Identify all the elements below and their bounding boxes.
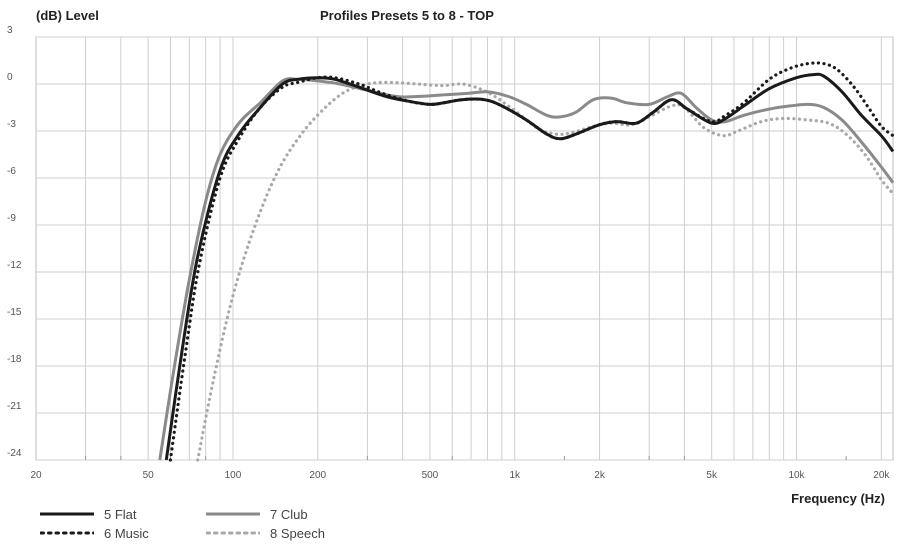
- series-line-5-flat: [164, 72, 895, 461]
- x-tick-label: 500: [422, 470, 439, 481]
- legend-swatch-dotted-black: [40, 531, 94, 535]
- y-tick-label: 0: [7, 72, 13, 83]
- legend: 5 Flat 6 Music 7 Club 8 Speech: [40, 505, 360, 545]
- y-tick-label: -24: [7, 448, 22, 459]
- x-tick-label: 2k: [594, 470, 606, 481]
- legend-item-7-club: 7 Club: [206, 505, 308, 523]
- legend-label: 6 Music: [104, 525, 149, 541]
- legend-item-6-music: 6 Music: [40, 524, 149, 542]
- x-tick-label: 20: [30, 470, 42, 481]
- y-tick-label: 3: [7, 25, 13, 36]
- tick-labels: 3 0 -3 -6 -9 -12 -15 -18 -21 -24 20 50 100 200 500 1k 2k…: [7, 25, 890, 481]
- x-tick-label: 10k: [788, 470, 805, 481]
- grid: [35, 36, 894, 461]
- legend-swatch-dotted-gray: [206, 531, 260, 535]
- legend-label: 5 Flat: [104, 506, 137, 522]
- y-tick-label: -12: [7, 260, 22, 271]
- x-tick-label: 100: [225, 470, 242, 481]
- x-tick-label: 1k: [509, 470, 521, 481]
- y-tick-label: -15: [7, 307, 22, 318]
- legend-label: 8 Speech: [270, 525, 325, 541]
- legend-swatch-solid-gray: [206, 512, 260, 516]
- y-tick-label: -3: [7, 119, 16, 130]
- x-axis-title: Frequency (Hz): [791, 491, 885, 506]
- x-tick-label: 20k: [873, 470, 890, 481]
- chart-title: Profiles Presets 5 to 8 - TOP: [320, 8, 494, 23]
- legend-swatch-solid-black: [40, 512, 94, 516]
- series-line-8-speech: [196, 80, 895, 462]
- y-tick-label: -18: [7, 354, 22, 365]
- y-tick-label: -21: [7, 401, 22, 412]
- y-tick-label: -9: [7, 213, 16, 224]
- legend-label: 7 Club: [270, 506, 308, 522]
- legend-item-8-speech: 8 Speech: [206, 524, 325, 542]
- y-tick-label: -6: [7, 166, 16, 177]
- x-tick-label: 200: [309, 470, 326, 481]
- x-tick-label: 50: [143, 470, 155, 481]
- x-tick-label: 5k: [706, 470, 718, 481]
- series-line-7-club: [158, 77, 895, 461]
- y-axis-title: (dB) Level: [36, 8, 99, 23]
- series-lines: [158, 61, 895, 462]
- legend-item-5-flat: 5 Flat: [40, 505, 137, 523]
